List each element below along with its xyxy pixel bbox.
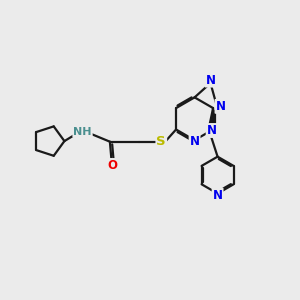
Text: N: N [206, 74, 215, 87]
Text: NH: NH [73, 127, 92, 136]
Text: O: O [107, 159, 117, 172]
Text: S: S [157, 135, 166, 148]
Text: N: N [190, 135, 200, 148]
Text: N: N [207, 124, 217, 137]
Text: N: N [213, 188, 223, 202]
Text: N: N [215, 100, 226, 113]
